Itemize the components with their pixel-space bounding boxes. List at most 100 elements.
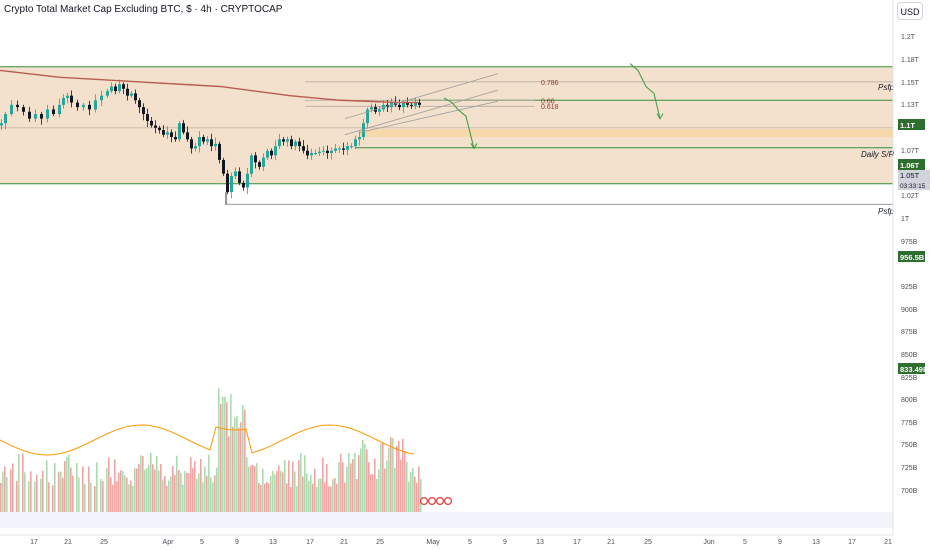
candle-body [306,150,309,156]
candle-body [334,148,337,151]
volume-bar [140,455,142,512]
candle-body [114,86,117,92]
price-tick: 850B [901,352,918,359]
price-tick: 925B [901,284,918,291]
volume-bar [30,471,32,512]
volume-bar [292,461,294,512]
candle-body [286,139,289,142]
countdown-label: 03:33:15 [900,183,926,190]
volume-bar [208,454,210,512]
volume-bar [294,471,296,512]
volume-bar [54,463,56,512]
chart-title: Crypto Total Market Cap Excluding BTC, $… [4,4,283,15]
volume-bar [342,462,344,512]
price-tick: 1T [901,216,910,223]
volume-bar [288,460,290,512]
volume-bar [144,469,146,512]
price-label: 833.49B [900,365,929,374]
candle-body [82,104,85,108]
price-tick: 1.18T [901,57,920,64]
volume-bar [340,453,342,512]
volume-bar [314,468,316,512]
price-label: 1.06T [900,161,920,170]
candle-body [154,125,157,128]
volume-bar [266,481,268,512]
volume-bar [368,462,370,512]
volume-bar [76,462,78,512]
volume-bar [290,486,292,512]
volume-bar [212,482,214,512]
volume-bar [394,467,396,512]
volume-bar [322,457,324,512]
currency-button[interactable]: USD [897,2,923,20]
candle-body [298,141,301,147]
volume-bar [232,426,234,512]
volume-bar [286,483,288,512]
price-label: 1.1T [900,121,915,130]
volume-bar [106,468,108,512]
candle-body [146,114,149,121]
volume-bar [224,396,226,512]
candle-body [66,95,69,98]
time-tick: 5 [743,539,747,546]
volume-bar [122,471,124,512]
volume-bar [380,443,382,512]
time-tick: Apr [163,539,175,546]
volume-bar [304,455,306,512]
candle-body [138,100,141,108]
volume-bar [90,482,92,512]
time-tick: 17 [573,539,581,546]
price-tick: 900B [901,307,918,314]
time-tick: 13 [812,539,820,546]
time-tick: 21 [64,539,72,546]
fib-label-0.786: 0.786 [541,80,559,87]
projection-arrowhead [656,113,664,120]
time-tick: 25 [376,539,384,546]
volume-bar [366,449,368,512]
volume-bar [16,480,18,512]
candle-body [406,102,409,105]
volume-bar [222,396,224,512]
volume-bar [142,455,144,512]
volume-bar [240,422,242,512]
projection-path [443,97,475,149]
time-tick: 5 [200,539,204,546]
time-tick: 13 [536,539,544,546]
volume-bar [270,476,272,512]
volume-bar [160,463,162,512]
volume-bar [114,459,116,512]
volume-bar [254,466,256,512]
volume-bar [370,474,372,512]
volume-bar [28,481,30,512]
candle-body [158,127,161,131]
volume-bar [332,479,334,512]
price-tick: 1.15T [901,80,920,87]
candle-body [206,139,209,142]
volume-bar [386,460,388,512]
fib-label-0.66: 0.66 [541,98,555,105]
volume-bar [418,466,420,512]
candle-body [226,173,229,193]
ma-line [0,69,418,104]
volume-bar [94,486,96,512]
time-tick: 17 [848,539,856,546]
candle-body [250,155,253,174]
price-tick: 875B [901,329,918,336]
volume-bar [118,472,120,512]
volume-bar [154,469,156,512]
volume-bar [10,469,12,512]
volume-bar [152,464,154,512]
volume-bar [82,466,84,512]
candle-body [378,109,381,112]
volume-bar [410,471,412,512]
volume-bar [198,473,200,512]
candle-body [28,111,31,119]
candle-body [22,107,25,112]
candle-body [402,102,405,108]
candle-body [362,123,365,137]
mid-band [360,129,893,137]
volume-bar [206,475,208,512]
candle-body [258,162,261,167]
price-tick: 975B [901,239,918,246]
